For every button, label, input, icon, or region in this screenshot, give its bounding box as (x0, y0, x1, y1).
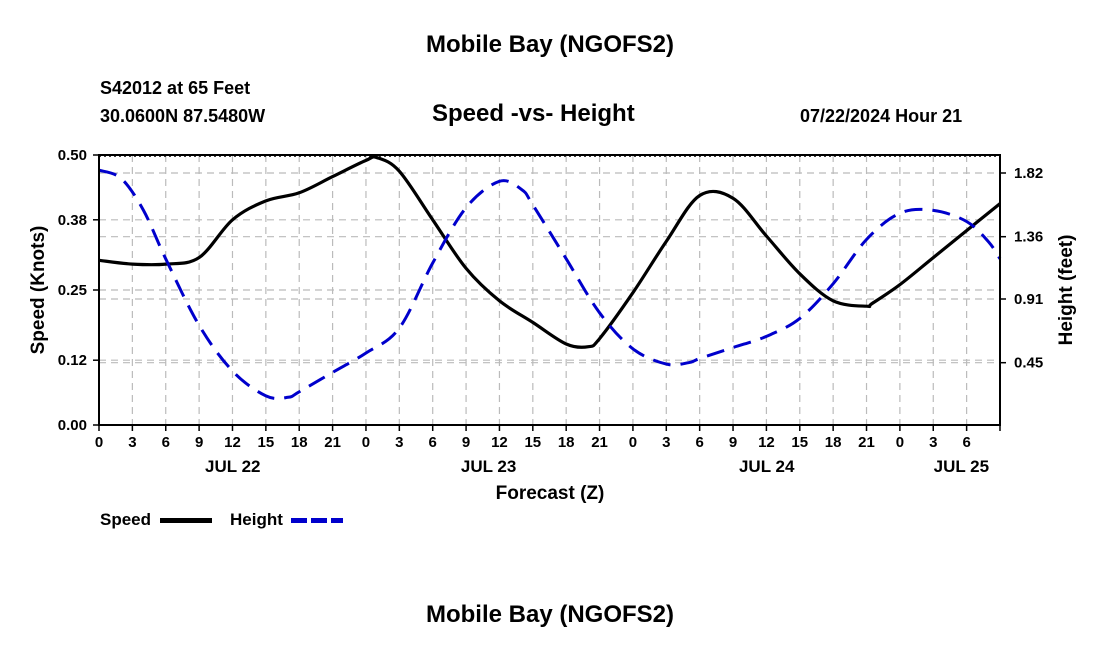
series-layer (98, 155, 1002, 401)
legend-height-label: Height (230, 510, 283, 529)
x-tick-label: 21 (324, 434, 341, 451)
legend-height-swatch (291, 518, 343, 523)
coords-label: 30.0600N 87.5480W (100, 106, 266, 126)
footer-title: Mobile Bay (NGOFS2) (425, 601, 675, 628)
x-tick-label: 0 (896, 434, 904, 451)
x-tick-label: 0 (629, 434, 637, 451)
legend-speed-swatch (160, 518, 212, 523)
chart-title: Speed -vs- Height (432, 100, 635, 127)
x-tick-label: 3 (662, 434, 670, 451)
x-tick-label: 9 (195, 434, 203, 451)
y-left-tick-label: 0.50 (58, 147, 87, 164)
x-tick-label: 18 (291, 434, 308, 451)
x-tick-label: 12 (758, 434, 775, 451)
x-tick-label: 0 (95, 434, 103, 451)
y-left-tick-label: 0.38 (58, 212, 87, 229)
station-label: S42012 at 65 Feet (100, 78, 251, 98)
x-tick-label: 6 (162, 434, 170, 451)
x-tick-label: 15 (258, 434, 275, 451)
date-label: JUL 25 (933, 457, 990, 476)
x-tick-label: 21 (591, 434, 608, 451)
legend-speed-label: Speed (100, 510, 152, 529)
y-left-axis-title: Speed (Knots) (28, 226, 49, 355)
x-tick-label: 21 (858, 434, 875, 451)
y-right-tick-label: 0.91 (1014, 291, 1043, 308)
x-tick-label: 18 (825, 434, 842, 451)
y-left-tick-label: 0.00 (58, 417, 87, 434)
x-tick-label: 6 (695, 434, 703, 451)
x-tick-label: 9 (729, 434, 737, 451)
speed-series-line (98, 155, 1002, 349)
x-tick-label: 3 (128, 434, 136, 451)
x-tick-label: 12 (491, 434, 508, 451)
y-left-tick-label: 0.25 (58, 282, 87, 299)
x-tick-label: 12 (224, 434, 241, 451)
y-right-tick-label: 1.36 (1014, 229, 1043, 246)
x-tick-label: 9 (462, 434, 470, 451)
x-tick-label: 3 (395, 434, 403, 451)
x-tick-label: 15 (524, 434, 541, 451)
x-tick-label: 6 (429, 434, 437, 451)
grid-lines (99, 155, 1000, 425)
x-axis-title: Forecast (Z) (495, 483, 605, 504)
date-label: JUL 23 (460, 457, 517, 476)
date-label: JUL 24 (738, 457, 795, 476)
page-title: Mobile Bay (NGOFS2) (425, 31, 675, 58)
x-tick-label: 3 (929, 434, 937, 451)
y-left-tick-label: 0.12 (58, 352, 87, 369)
y-right-axis-title: Height (feet) (1056, 235, 1077, 346)
x-tick-label: 18 (558, 434, 575, 451)
datetime-label: 07/22/2024 Hour 21 (800, 106, 963, 126)
x-tick-label: 6 (962, 434, 970, 451)
axis-layer: 0 3 6 9 12 15 18 21 0 3 6 9 12 15 18 21 0 3 6 9 12 15 18 21 0 3 6 0… (58, 147, 1043, 451)
height-series-line (98, 168, 1002, 401)
date-label: JUL 22 (205, 457, 261, 476)
y-right-tick-label: 0.45 (1014, 355, 1043, 372)
x-tick-label: 0 (362, 434, 370, 451)
x-tick-label: 15 (791, 434, 808, 451)
y-right-tick-label: 1.82 (1014, 165, 1043, 182)
